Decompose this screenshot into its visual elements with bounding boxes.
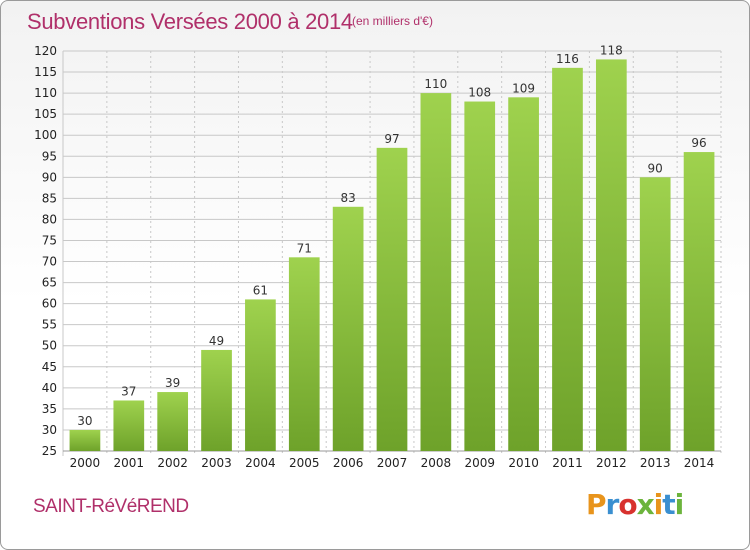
logo-letter: i xyxy=(674,488,685,521)
logo-letter: P xyxy=(586,488,607,521)
y-tick-label: 35 xyxy=(42,402,57,416)
y-tick-label: 25 xyxy=(42,444,57,458)
bar-2008[interactable] xyxy=(420,93,452,452)
x-tick-label-2002: 2002 xyxy=(157,456,188,470)
x-tick-label-2011: 2011 xyxy=(552,456,583,470)
bar-2003[interactable] xyxy=(201,349,232,451)
x-tick-label-2004: 2004 xyxy=(245,456,276,470)
value-label-2008: 110 xyxy=(424,77,447,91)
chart-subtitle: (en milliers d'€) xyxy=(352,14,433,28)
x-tick-label-2003: 2003 xyxy=(201,456,232,470)
bar-2000[interactable] xyxy=(69,429,101,451)
logo-letter: t xyxy=(662,488,675,521)
logo-letter: o xyxy=(618,488,637,521)
x-tick-label-2010: 2010 xyxy=(508,456,539,470)
x-tick-label-2012: 2012 xyxy=(596,456,627,470)
commune-name: SAINT-RéVéREND xyxy=(33,496,189,517)
proxiti-logo[interactable]: Proxiti xyxy=(586,488,685,521)
value-label-2013: 90 xyxy=(648,161,663,175)
value-label-2004: 61 xyxy=(253,283,268,297)
value-labels: 30 37 39 49 61 71 83 97 110 108 109 116 118 90 96 xyxy=(77,43,706,428)
y-tick-label: 60 xyxy=(42,297,57,311)
y-tick-label: 80 xyxy=(42,212,57,226)
y-tick-label: 95 xyxy=(42,149,57,163)
y-tick-label: 100 xyxy=(34,128,57,142)
y-tick-label: 70 xyxy=(42,255,57,269)
bar-2007[interactable] xyxy=(376,147,408,451)
value-label-2011: 116 xyxy=(556,52,579,66)
bar-2006[interactable] xyxy=(332,206,364,451)
bar-2014[interactable] xyxy=(683,152,715,452)
bar-2001[interactable] xyxy=(113,400,145,451)
y-tick-label: 120 xyxy=(34,44,57,58)
bar-2002[interactable] xyxy=(157,392,189,451)
y-tick-label: 40 xyxy=(42,381,57,395)
value-label-2014: 96 xyxy=(691,136,706,150)
x-tick-label-2014: 2014 xyxy=(684,456,715,470)
value-label-2010: 109 xyxy=(512,81,535,95)
y-tick-label: 85 xyxy=(42,191,57,205)
value-label-2001: 37 xyxy=(121,384,136,398)
logo-letter: i xyxy=(653,488,664,521)
value-label-2007: 97 xyxy=(384,132,399,146)
y-tick-label: 65 xyxy=(42,276,57,290)
bar-2012[interactable] xyxy=(595,59,627,451)
y-tick-label: 75 xyxy=(42,233,57,247)
value-label-2003: 49 xyxy=(209,334,224,348)
x-tick-label-2008: 2008 xyxy=(421,456,452,470)
axes: 25 30 35 40 45 50 55 60 65 70 75 80 85 90 95 100 105 110 1… xyxy=(34,44,721,470)
value-label-2006: 83 xyxy=(340,191,355,205)
value-label-2005: 71 xyxy=(297,241,312,255)
y-tick-label: 115 xyxy=(34,65,57,79)
y-tick-label: 30 xyxy=(42,423,57,437)
y-tick-label: 105 xyxy=(34,107,57,121)
y-tick-label: 50 xyxy=(42,339,57,353)
x-tick-label-2006: 2006 xyxy=(333,456,364,470)
bar-2011[interactable] xyxy=(552,67,583,451)
x-tick-label-2013: 2013 xyxy=(640,456,671,470)
x-tick-label-2009: 2009 xyxy=(464,456,495,470)
bar-2005[interactable] xyxy=(288,257,320,451)
logo-letter: r xyxy=(605,488,620,521)
bar-2009[interactable] xyxy=(464,101,496,452)
x-tick-label-2000: 2000 xyxy=(70,456,101,470)
chart-title: Subventions Versées 2000 à 2014 xyxy=(27,9,353,34)
x-tick-label-2007: 2007 xyxy=(377,456,408,470)
bar-2010[interactable] xyxy=(508,97,539,451)
y-tick-label: 55 xyxy=(42,318,57,332)
x-tick-label-2001: 2001 xyxy=(114,456,145,470)
value-label-2009: 108 xyxy=(468,86,491,100)
value-label-2012: 118 xyxy=(600,43,623,57)
y-tick-label: 110 xyxy=(34,86,57,100)
x-tick-label-2005: 2005 xyxy=(289,456,320,470)
value-label-2002: 39 xyxy=(165,376,180,390)
y-tick-label: 45 xyxy=(42,360,57,374)
value-label-2000: 30 xyxy=(77,414,92,428)
bars xyxy=(69,59,715,452)
y-tick-label: 90 xyxy=(42,170,57,184)
logo-letter: x xyxy=(636,488,655,521)
bar-2004[interactable] xyxy=(245,299,276,451)
bar-2013[interactable] xyxy=(639,177,671,451)
